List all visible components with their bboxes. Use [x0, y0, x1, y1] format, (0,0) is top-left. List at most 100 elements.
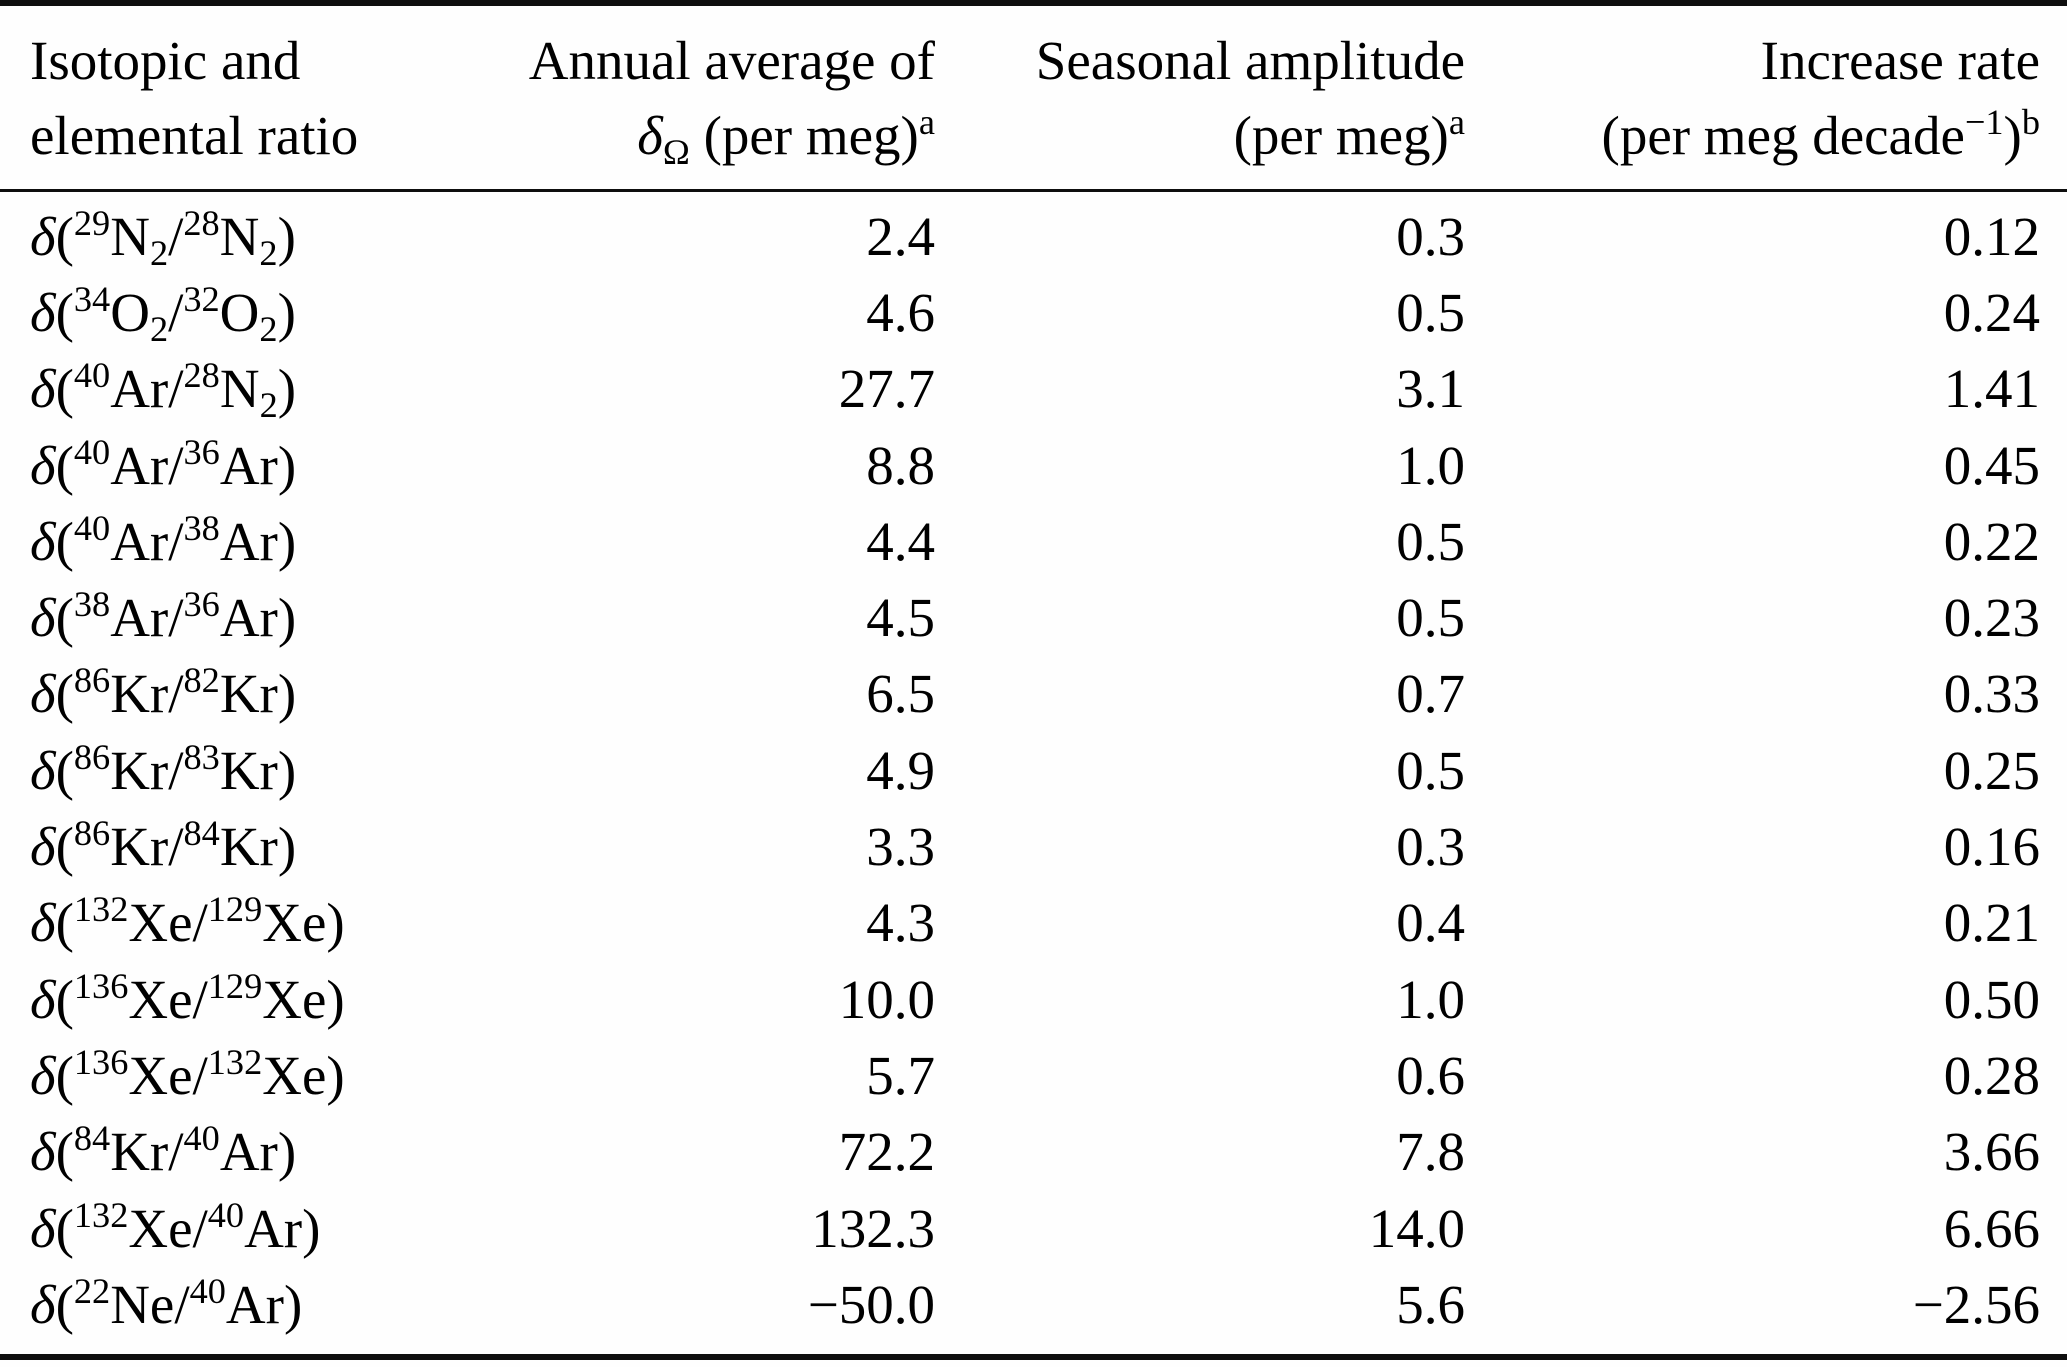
open-paren: ( [55, 434, 74, 496]
isotope-ratio-label: δ(86Kr/83Kr) [30, 739, 520, 802]
seasonal-amplitude-value: 0.5 [1396, 739, 1465, 801]
table-header: Isotopic and elemental ratio Annual aver… [0, 6, 2067, 189]
ratio-slash: / [192, 1197, 208, 1259]
close-paren: ) [326, 968, 345, 1030]
delta-symbol: δ [30, 510, 56, 572]
close-paren: ) [277, 739, 297, 801]
denominator-element: Ar [244, 1197, 303, 1259]
increase-rate-value: −2.56 [1912, 1273, 2040, 1335]
table-row: δ(40Ar/28N2) 27.7 3.1 1.41 [30, 351, 2040, 427]
table-row: δ(132Xe/40Ar) 132.3 14.0 6.66 [30, 1190, 2040, 1266]
numerator-element: Ne [110, 1273, 175, 1335]
header-line: Increase rate [1760, 29, 2040, 91]
delta-symbol: δ [30, 892, 56, 954]
denominator-element: N [219, 358, 260, 420]
table-row: δ(86Kr/83Kr) 4.9 0.5 0.25 [30, 732, 2040, 808]
delta-symbol: δ [30, 1273, 56, 1335]
ratio-slash: / [168, 205, 184, 267]
close-paren: ) [302, 1197, 321, 1259]
denominator-mass: 40 [207, 1194, 245, 1235]
ratio-slash: / [168, 587, 184, 649]
delta-symbol: δ [30, 358, 56, 420]
numerator-element: Ar [110, 587, 169, 649]
seasonal-amplitude-value: 1.0 [1396, 968, 1465, 1030]
seasonal-amplitude-value: 14.0 [1368, 1197, 1465, 1259]
delta-symbol: δ [30, 205, 56, 267]
delta-symbol: δ [30, 739, 56, 801]
numerator-element: Kr [110, 739, 169, 801]
increase-rate-value: 0.21 [1943, 892, 2040, 954]
table-row: δ(84Kr/40Ar) 72.2 7.8 3.66 [30, 1114, 2040, 1190]
top-rule [0, 0, 2067, 6]
annual-average-value: 72.2 [838, 1121, 935, 1183]
table-row: δ(136Xe/132Xe) 5.7 0.6 0.28 [30, 1037, 2040, 1113]
header-line: Seasonal amplitude [1035, 29, 1465, 91]
numerator-element: Ar [110, 510, 169, 572]
table-row: δ(86Kr/82Kr) 6.5 0.7 0.33 [30, 656, 2040, 732]
annual-average-value: 3.3 [866, 816, 935, 878]
annual-average-value: 4.9 [866, 739, 935, 801]
ratio-slash: / [168, 358, 184, 420]
isotope-ratio-label: δ(84Kr/40Ar) [30, 1120, 520, 1183]
denominator-element: Ar [219, 1121, 278, 1183]
seasonal-amplitude-value: 5.6 [1396, 1273, 1465, 1335]
table-row: δ(132Xe/129Xe) 4.3 0.4 0.21 [30, 885, 2040, 961]
delta-symbol: δ [30, 1044, 56, 1106]
denominator-mass: 129 [207, 889, 263, 930]
annual-average-value: 132.3 [811, 1197, 935, 1259]
seasonal-amplitude-value: 0.6 [1396, 1044, 1465, 1106]
denominator-mass: 36 [183, 584, 220, 625]
denominator-subscript: 2 [259, 232, 278, 273]
annual-average-value: 4.3 [866, 892, 935, 954]
denominator-element: Ar [219, 587, 278, 649]
open-paren: ( [55, 205, 74, 267]
delta-symbol: δ [30, 663, 56, 725]
denominator-element: Ar [219, 510, 278, 572]
table-row: δ(29N2/28N2) 2.4 0.3 0.12 [30, 198, 2040, 274]
seasonal-amplitude-value: 0.3 [1396, 205, 1465, 267]
numerator-element: Xe [128, 892, 193, 954]
isotope-ratio-label: δ(86Kr/82Kr) [30, 662, 520, 725]
open-paren: ( [55, 281, 74, 343]
close-paren: ) [277, 205, 296, 267]
open-paren: ( [55, 816, 74, 878]
ratio-slash: / [174, 1273, 190, 1335]
header-line: (per meg)a [935, 98, 1465, 173]
seasonal-amplitude-value: 3.1 [1396, 358, 1465, 420]
ratio-slash: / [192, 1044, 208, 1106]
denominator-subscript: 2 [259, 385, 278, 426]
isotope-ratio-label: δ(29N2/28N2) [30, 205, 520, 271]
denominator-element: Kr [219, 816, 278, 878]
increase-rate-value: 6.66 [1943, 1197, 2040, 1259]
numerator-subscript: 2 [149, 309, 169, 350]
numerator-element: N [110, 205, 150, 267]
open-paren: ( [55, 968, 74, 1030]
table-row: δ(40Ar/36Ar) 8.8 1.0 0.45 [30, 427, 2040, 503]
increase-rate-value: 0.45 [1943, 434, 2040, 496]
increase-rate-value: 3.66 [1943, 1121, 2040, 1183]
ratio-slash: / [168, 434, 184, 496]
header-seasonal-amplitude: Seasonal amplitude (per meg)a [935, 23, 1465, 173]
close-paren: ) [283, 1273, 303, 1335]
annual-average-value: 5.7 [866, 1044, 935, 1106]
numerator-mass: 86 [73, 660, 111, 701]
denominator-mass: 32 [183, 278, 220, 319]
numerator-element: Xe [128, 1044, 193, 1106]
close-paren: ) [277, 663, 297, 725]
denominator-mass: 82 [183, 660, 220, 701]
close-paren: ) [277, 358, 297, 420]
annual-average-value: 27.7 [838, 358, 935, 420]
annual-average-value: 8.8 [866, 434, 935, 496]
numerator-subscript: 2 [149, 232, 169, 273]
isotope-ratio-label: δ(136Xe/129Xe) [30, 968, 520, 1031]
ratio-slash: / [168, 1121, 184, 1183]
unit-close-paren: ) [2003, 104, 2022, 166]
numerator-mass: 132 [73, 1194, 129, 1235]
close-paren: ) [277, 510, 297, 572]
denominator-element: O [219, 281, 260, 343]
close-paren: ) [277, 816, 297, 878]
close-paren: ) [277, 281, 296, 343]
ratio-slash: / [168, 816, 184, 878]
numerator-mass: 136 [73, 1041, 129, 1082]
annual-average-value: 4.5 [866, 587, 935, 649]
